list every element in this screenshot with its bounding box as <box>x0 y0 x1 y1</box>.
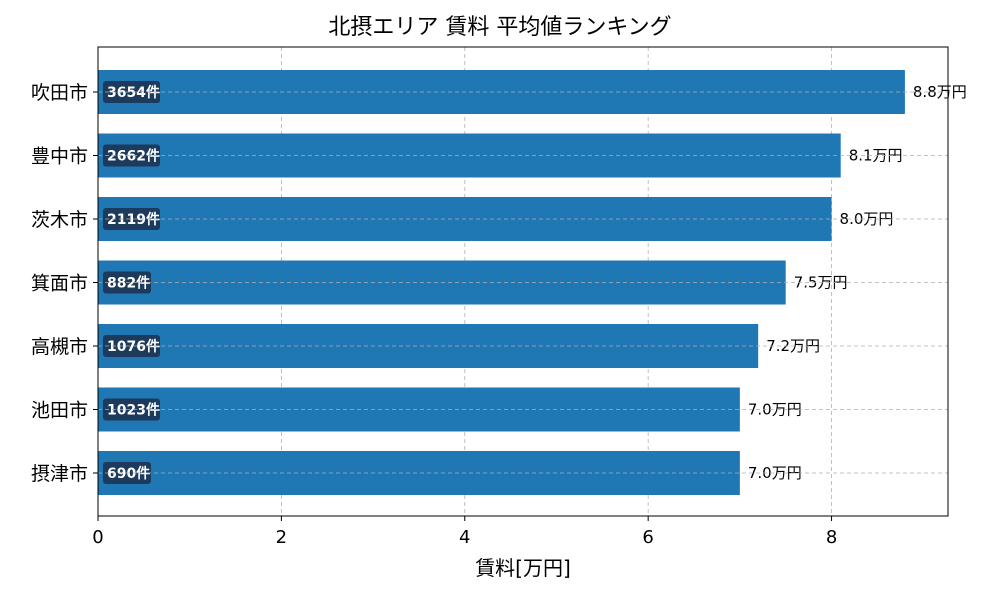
count-badge <box>103 208 160 230</box>
bar <box>98 451 740 495</box>
value-label: 7.0万円 <box>748 464 802 482</box>
count-label: 2119件 <box>107 211 160 228</box>
y-tick-label: 摂津市 <box>31 463 88 485</box>
y-tick-label: 箕面市 <box>31 273 88 295</box>
count-badge <box>103 335 160 357</box>
count-badge <box>103 398 160 421</box>
count-label: 882件 <box>107 275 150 292</box>
x-axis-label: 賃料[万円] <box>475 556 571 580</box>
chart-title: 北摂エリア 賃料 平均値ランキング <box>328 15 672 40</box>
count-label: 1076件 <box>107 338 160 355</box>
count-badge <box>103 81 160 103</box>
x-tick-label: 2 <box>276 527 287 548</box>
plot-frame <box>97 46 949 517</box>
value-label: 8.0万円 <box>840 210 894 228</box>
y-tick-label: 池田市 <box>31 400 88 422</box>
y-tick-label: 茨木市 <box>31 209 88 231</box>
x-tick-label: 6 <box>642 527 653 548</box>
count-label: 3654件 <box>107 84 160 101</box>
x-tick-label: 8 <box>826 527 837 548</box>
y-tick-label: 吹田市 <box>31 82 88 104</box>
count-label: 2662件 <box>107 148 160 165</box>
bar <box>98 387 740 432</box>
count-label: 1023件 <box>107 402 160 419</box>
count-badge <box>103 144 160 167</box>
count-label: 690件 <box>107 465 150 482</box>
y-tick-label: 豊中市 <box>31 146 88 168</box>
x-tick-label: 4 <box>459 527 470 548</box>
x-tick-label: 0 <box>92 527 103 548</box>
value-label: 7.0万円 <box>748 401 802 419</box>
y-tick-label: 高槻市 <box>31 336 88 358</box>
